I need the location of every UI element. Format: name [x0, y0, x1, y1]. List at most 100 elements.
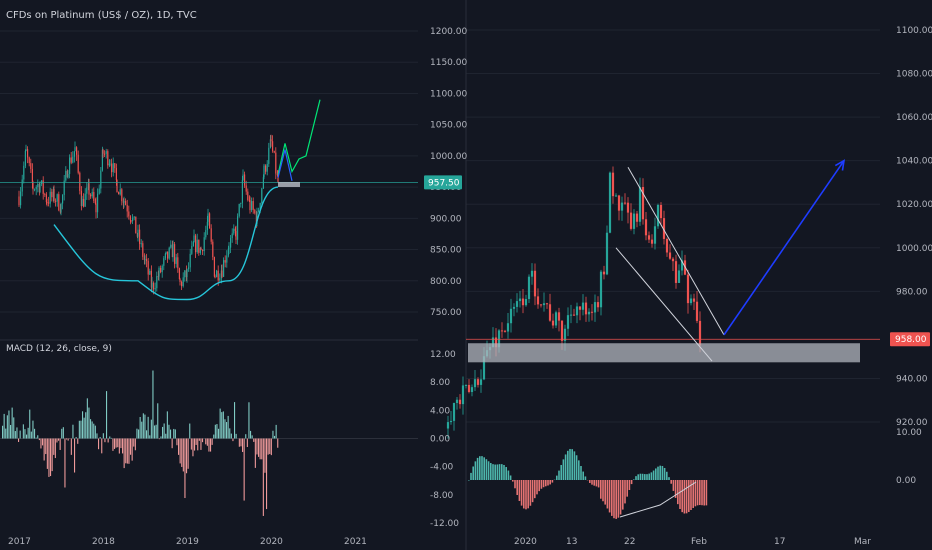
- right-candle-39: [563, 328, 567, 341]
- left-candle-75: [123, 200, 125, 203]
- right-macd-bar-87: [659, 465, 661, 480]
- right-macd-bar-11: [492, 464, 494, 480]
- left-candle-185: [277, 175, 279, 182]
- left-macd-bar-47: [77, 438, 79, 444]
- right-macd-bar-77: [637, 474, 639, 480]
- right-macd-bar-91: [668, 477, 670, 480]
- right-macd-bar-34: [542, 480, 545, 488]
- left-macd-bar-163: [262, 438, 264, 516]
- left-macd-bar-48: [78, 420, 80, 439]
- right-macd-bar-20: [512, 480, 514, 482]
- left-candle-172: [259, 202, 261, 211]
- left-candle-153: [233, 228, 235, 234]
- left-macd-bar-50: [82, 411, 84, 439]
- macd-y-tick-2: 4.00: [430, 406, 450, 416]
- left-candle-111: [174, 244, 176, 264]
- left-macd-bar-31: [51, 438, 53, 472]
- left-candle-159: [241, 179, 243, 203]
- left-macd-bar-112: [181, 438, 183, 467]
- left-macd-bar-172: [277, 438, 279, 448]
- right-macd-bar-28: [529, 480, 532, 506]
- right-macd-bar-30: [534, 480, 536, 499]
- left-candle-35: [67, 173, 69, 178]
- left-candle-47: [84, 193, 86, 207]
- left-candle-138: [212, 241, 214, 258]
- right-macd-bar-32: [538, 480, 540, 492]
- right-candle-35: [551, 320, 555, 326]
- left-candle-20: [46, 202, 48, 204]
- left-macd-bar-36: [59, 438, 61, 450]
- left-macd-bar-160: [258, 438, 260, 457]
- left-candle-73: [121, 189, 123, 202]
- right-macd-bar-58: [595, 480, 598, 487]
- left-candle-121: [188, 267, 190, 270]
- left-candle-180: [270, 139, 272, 142]
- left-candle-82: [133, 216, 135, 218]
- left-macd-bar-64: [104, 438, 106, 443]
- right-candle-64: [638, 187, 642, 222]
- left-candle-113: [177, 257, 179, 269]
- left-candle-156: [237, 216, 239, 240]
- left-candle-95: [151, 282, 153, 288]
- left-y-tick-0: 1200.00: [430, 27, 467, 37]
- left-macd-bar-142: [229, 428, 231, 439]
- left-macd-bar-120: [194, 438, 196, 451]
- left-candle-44: [80, 190, 82, 206]
- left-current-price-label: 957.50: [428, 178, 460, 188]
- left-candle-83: [135, 216, 137, 234]
- left-macd-bar-132: [213, 434, 215, 439]
- left-macd-bar-17: [29, 409, 31, 439]
- right-macd-bar-31: [536, 480, 538, 495]
- left-candle-61: [104, 153, 106, 155]
- left-candle-173: [261, 188, 263, 203]
- left-candle-7: [28, 157, 30, 164]
- right-macd-bar-5: [479, 456, 481, 480]
- left-current-price-badge: [424, 175, 462, 190]
- right-candle-51: [599, 271, 603, 308]
- right-macd-bar-95: [677, 480, 679, 505]
- right-candle-4: [458, 399, 462, 405]
- left-candle-105: [165, 251, 167, 254]
- left-macd-bar-35: [58, 438, 60, 441]
- right-candle-81: [689, 298, 693, 304]
- left-chart-title: CFDs on Platinum (US$ / OZ), 1D, TVC: [6, 10, 197, 21]
- right-macd-bar-53: [584, 476, 587, 480]
- left-candle-154: [234, 228, 236, 232]
- right-macd-bar-100: [688, 480, 690, 512]
- left-candle-137: [210, 228, 212, 242]
- left-candle-43: [79, 172, 81, 191]
- right-macd-pane: [468, 448, 708, 519]
- left-candle-33: [65, 170, 67, 181]
- right-candle-62: [632, 213, 636, 229]
- right-macd-bar-46: [569, 448, 571, 480]
- left-candle-120: [186, 269, 188, 277]
- left-macd-bar-10: [18, 438, 20, 442]
- left-macd-bar-125: [202, 438, 204, 443]
- left-macd-bar-129: [208, 438, 210, 452]
- right-macd-bar-82: [648, 473, 650, 480]
- left-candle-94: [150, 270, 152, 288]
- left-candle-32: [63, 180, 65, 195]
- left-candle-101: [160, 267, 162, 273]
- left-macd-bar-2: [5, 428, 7, 439]
- left-macd-bar-0: [2, 425, 4, 439]
- left-macd-bar-88: [142, 413, 144, 439]
- left-macd-bar-90: [146, 430, 148, 439]
- left-macd-bar-21: [35, 437, 37, 439]
- left-candle-51: [90, 194, 92, 197]
- left-macd-bar-33: [54, 438, 56, 459]
- left-candle-8: [30, 163, 32, 169]
- right-candle-42: [572, 314, 576, 316]
- left-macd-bar-44: [72, 424, 74, 439]
- right-macd-bar-60: [600, 480, 602, 499]
- right-candle-67: [647, 235, 651, 240]
- right-candle-54: [608, 172, 612, 233]
- channel-line-1: [615, 247, 713, 362]
- left-y-tick-6: 900.00: [430, 214, 462, 224]
- left-macd-bar-161: [259, 438, 261, 460]
- right-x-tick-2: 22: [624, 537, 635, 547]
- right-macd-bar-63: [606, 480, 609, 509]
- right-candle-53: [605, 232, 609, 275]
- left-candle-93: [149, 270, 151, 275]
- right-macd-bar-22: [516, 480, 518, 496]
